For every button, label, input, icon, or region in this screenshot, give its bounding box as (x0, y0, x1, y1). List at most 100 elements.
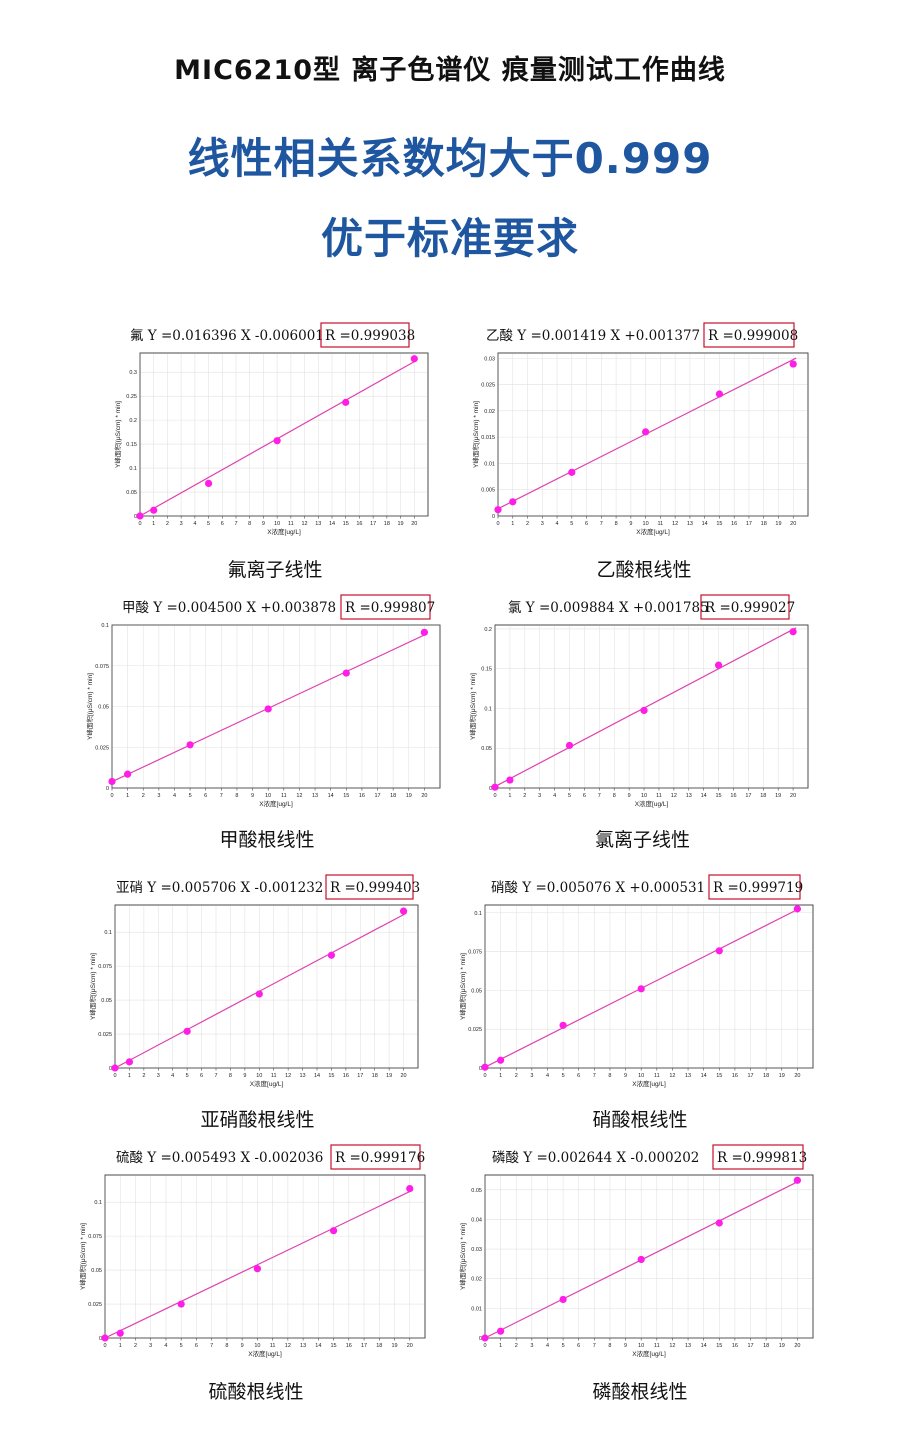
x-tick-label: 7 (593, 1343, 596, 1349)
r-value-box (703, 322, 795, 348)
r-value: R =0.999813 (717, 1150, 807, 1166)
x-tick-label: 10 (265, 793, 271, 799)
x-tick-label: 20 (794, 1073, 800, 1079)
data-point (327, 951, 336, 959)
data-point (491, 783, 499, 791)
data-point (509, 498, 517, 506)
y-tick-label: 0 (134, 514, 137, 520)
x-tick-label: 20 (790, 793, 796, 799)
x-tick-label: 13 (300, 1343, 306, 1349)
x-tick-label: 5 (207, 521, 210, 527)
x-tick-label: 19 (391, 1343, 397, 1349)
x-tick-label: 15 (716, 1343, 722, 1349)
x-tick-label: 2 (515, 1343, 518, 1349)
data-point (410, 355, 418, 363)
chart-equation: 亚硝 Y =0.005706 X -0.001232 (116, 880, 323, 896)
chart-panel: 硫酸 Y =0.005493 X -0.002036 R =0.999176 0 1 2… (75, 1140, 437, 1365)
x-tick-label: 10 (643, 521, 649, 527)
x-tick-label: 8 (615, 521, 618, 527)
data-point (789, 628, 797, 636)
y-tick-label: 0.2 (129, 418, 137, 424)
data-point (342, 398, 350, 406)
y-tick-label: 0.03 (471, 1247, 482, 1253)
x-tick-label: 14 (701, 1073, 707, 1079)
chart-equation: 氯 Y =0.009884 X +0.001785 (508, 600, 709, 616)
chart-caption: 磷酸根线性 (592, 1381, 688, 1403)
x-tick-label: 7 (220, 793, 223, 799)
x-axis-label: X浓度[ug/L] (632, 1079, 666, 1088)
x-tick-label: 2 (515, 1073, 518, 1079)
x-tick-label: 3 (180, 521, 183, 527)
data-point (568, 468, 576, 476)
y-tick-label: 0.2 (484, 627, 492, 633)
data-point (204, 479, 213, 487)
plot-border (497, 352, 809, 517)
r-value: R =0.999403 (330, 880, 420, 896)
data-point (715, 1219, 723, 1227)
y-tick-label: 0.02 (471, 1277, 482, 1283)
x-tick-label: 3 (541, 521, 544, 527)
headline-correlation: 线性相关系数均大于0.999 (187, 134, 713, 183)
page-title: MIC6210型 离子色谱仪 痕量测试工作曲线 (174, 55, 726, 86)
x-tick-label: 13 (300, 1073, 306, 1079)
r-value-box (330, 1144, 421, 1170)
x-tick-label: 11 (658, 521, 664, 527)
x-tick-label: 1 (119, 1343, 122, 1349)
x-axis-label: X浓度[ug/L] (267, 527, 301, 536)
y-tick-label: 0.02 (484, 409, 495, 415)
y-tick-label: 0.05 (91, 1268, 102, 1274)
x-tick-label: 0 (138, 521, 141, 527)
data-point (124, 770, 132, 778)
x-axis-label: X浓度[ug/L] (636, 527, 670, 536)
x-tick-label: 19 (779, 1073, 785, 1079)
x-tick-label: 12 (669, 1073, 675, 1079)
x-tick-label: 14 (701, 1343, 707, 1349)
x-tick-label: 9 (241, 1343, 244, 1349)
x-tick-label: 2 (134, 1343, 137, 1349)
chart-caption: 乙酸根线性 (596, 559, 692, 581)
x-tick-label: 16 (346, 1343, 352, 1349)
x-tick-label: 7 (593, 1073, 596, 1079)
x-tick-label: 1 (126, 793, 129, 799)
x-tick-label: 11 (654, 1073, 660, 1079)
plot-border (484, 904, 814, 1069)
data-point (715, 947, 723, 955)
headline-standard: 优于标准要求 (320, 214, 579, 263)
y-tick-label: 0.05 (471, 1188, 482, 1194)
data-point (342, 669, 350, 677)
x-tick-label: 20 (401, 1073, 407, 1079)
x-tick-label: 4 (546, 1343, 549, 1349)
plot-border (114, 904, 419, 1069)
data-point (497, 1056, 505, 1064)
x-tick-label: 6 (577, 1073, 580, 1079)
y-axis-label: Y峰面积[(μS/cm) * min] (471, 401, 480, 468)
x-tick-label: 19 (398, 521, 404, 527)
y-tick-label: 0.05 (481, 746, 492, 752)
x-tick-label: 0 (483, 1073, 486, 1079)
data-point (125, 1058, 134, 1066)
data-point (793, 1176, 801, 1184)
x-tick-label: 20 (794, 1343, 800, 1349)
chart-equation: 氟 Y =0.016396 X -0.006001 (130, 328, 324, 344)
fit-line (104, 1189, 414, 1339)
y-tick-label: 0.05 (471, 988, 482, 994)
x-tick-label: 4 (164, 1343, 167, 1349)
y-tick-label: 0.05 (101, 998, 112, 1004)
x-tick-label: 7 (598, 793, 601, 799)
x-tick-label: 14 (702, 521, 708, 527)
x-axis-label: X浓度[ug/L] (635, 799, 669, 808)
x-tick-label: 14 (315, 1343, 321, 1349)
x-tick-label: 5 (186, 1073, 189, 1079)
r-value: R =0.999038 (325, 328, 415, 344)
data-point (183, 1027, 191, 1035)
x-tick-label: 1 (499, 1073, 502, 1079)
x-tick-label: 12 (672, 521, 678, 527)
plot-border (484, 1174, 814, 1339)
x-tick-label: 0 (103, 1343, 106, 1349)
x-tick-label: 16 (343, 1073, 349, 1079)
x-tick-label: 2 (142, 793, 145, 799)
x-tick-label: 17 (747, 1343, 753, 1349)
x-tick-label: 17 (361, 1343, 367, 1349)
data-point (481, 1334, 489, 1342)
y-tick-label: 0.025 (468, 1027, 482, 1033)
